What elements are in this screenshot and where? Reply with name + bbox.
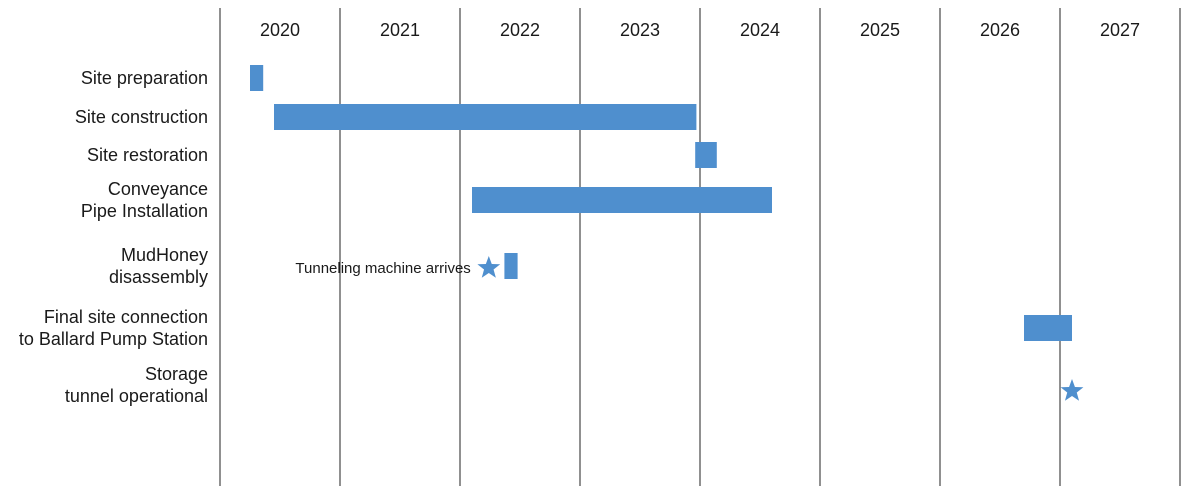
task-bar-final-site-connection <box>1024 315 1072 341</box>
task-bar-site-construction <box>274 104 697 130</box>
task-bar-site-restoration <box>695 142 717 168</box>
task-label-storage-tunnel-operational: tunnel operational <box>65 386 208 406</box>
task-label-final-site-connection: to Ballard Pump Station <box>19 329 208 349</box>
year-label-2026: 2026 <box>980 20 1020 40</box>
task-label-site-restoration: Site restoration <box>87 145 208 165</box>
task-label-conveyance-pipe-installation: Pipe Installation <box>81 201 208 221</box>
year-label-2022: 2022 <box>500 20 540 40</box>
task-label-mudhoney-disassembly: disassembly <box>109 267 208 287</box>
task-bar-conveyance-pipe-installation <box>472 187 772 213</box>
task-bar-mudhoney-disassembly <box>504 253 518 279</box>
year-label-2020: 2020 <box>260 20 300 40</box>
task-label-conveyance-pipe-installation: Conveyance <box>108 179 208 199</box>
annotation-label: Tunneling machine arrives <box>295 260 470 277</box>
task-label-site-preparation: Site preparation <box>81 68 208 88</box>
task-bar-site-preparation <box>250 65 264 91</box>
year-label-2021: 2021 <box>380 20 420 40</box>
annotation-star-icon <box>477 256 501 278</box>
task-label-mudhoney-disassembly: MudHoney <box>121 245 208 265</box>
year-label-2025: 2025 <box>860 20 900 40</box>
task-label-site-construction: Site construction <box>75 107 208 127</box>
year-label-2024: 2024 <box>740 20 780 40</box>
milestone-star-icon <box>1060 379 1084 401</box>
task-label-final-site-connection: Final site connection <box>44 307 208 327</box>
year-label-2023: 2023 <box>620 20 660 40</box>
year-label-2027: 2027 <box>1100 20 1140 40</box>
task-label-storage-tunnel-operational: Storage <box>145 364 208 384</box>
